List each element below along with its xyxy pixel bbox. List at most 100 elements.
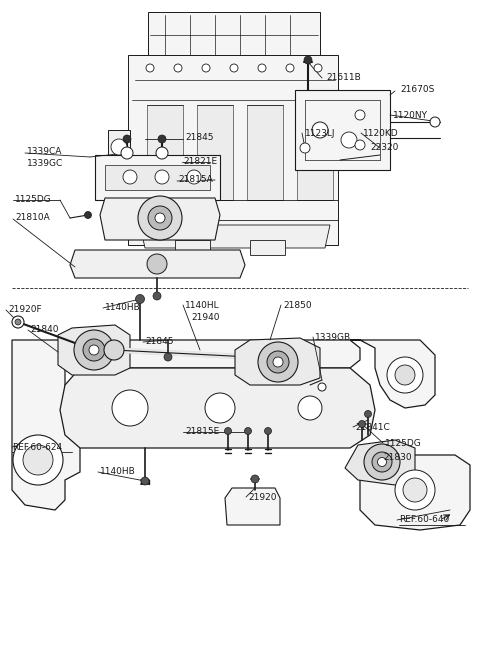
Text: 21841C: 21841C	[355, 422, 390, 432]
Circle shape	[300, 143, 310, 153]
Polygon shape	[350, 340, 435, 408]
Circle shape	[341, 132, 357, 148]
Circle shape	[123, 135, 131, 143]
Circle shape	[111, 139, 127, 155]
Polygon shape	[108, 130, 130, 165]
Text: 1339GC: 1339GC	[27, 159, 63, 167]
Text: 21830: 21830	[383, 453, 412, 462]
Circle shape	[430, 117, 440, 127]
Text: 1140HL: 1140HL	[185, 300, 220, 310]
Circle shape	[89, 345, 99, 355]
Text: 21920: 21920	[248, 493, 276, 501]
Circle shape	[205, 393, 235, 423]
Circle shape	[155, 170, 169, 184]
Circle shape	[258, 342, 298, 382]
Circle shape	[146, 64, 154, 72]
Polygon shape	[105, 165, 210, 190]
Polygon shape	[197, 105, 233, 200]
Text: 1125DG: 1125DG	[385, 438, 422, 447]
Circle shape	[273, 357, 283, 367]
Circle shape	[164, 353, 172, 361]
Text: 21810A: 21810A	[15, 213, 50, 222]
Polygon shape	[247, 105, 283, 200]
Circle shape	[121, 147, 133, 159]
Circle shape	[286, 64, 294, 72]
Polygon shape	[95, 155, 220, 200]
Polygon shape	[175, 240, 210, 255]
Polygon shape	[235, 338, 320, 385]
Circle shape	[174, 64, 182, 72]
Text: 21815E: 21815E	[185, 428, 219, 436]
Circle shape	[104, 340, 124, 360]
Circle shape	[123, 170, 137, 184]
Text: 1125DG: 1125DG	[15, 195, 52, 205]
Text: REF.60-624: REF.60-624	[12, 443, 62, 451]
Circle shape	[12, 316, 24, 328]
Circle shape	[141, 477, 149, 485]
Text: 21920F: 21920F	[8, 306, 42, 314]
Circle shape	[148, 206, 172, 230]
Circle shape	[187, 170, 201, 184]
Text: 21670S: 21670S	[400, 85, 434, 94]
Polygon shape	[100, 198, 220, 240]
Text: 1123LJ: 1123LJ	[305, 129, 336, 138]
Polygon shape	[295, 90, 390, 170]
Circle shape	[355, 140, 365, 150]
Circle shape	[244, 428, 252, 434]
Text: 21840: 21840	[30, 325, 59, 335]
Text: 21815A: 21815A	[178, 176, 213, 184]
Circle shape	[359, 420, 365, 428]
Text: 21845: 21845	[145, 337, 173, 346]
Circle shape	[153, 292, 161, 300]
Text: 22320: 22320	[370, 144, 398, 152]
Circle shape	[225, 428, 231, 434]
Polygon shape	[345, 440, 415, 485]
Circle shape	[298, 396, 322, 420]
Polygon shape	[360, 455, 470, 530]
Circle shape	[395, 470, 435, 510]
Text: 21611B: 21611B	[326, 73, 361, 83]
Polygon shape	[297, 105, 333, 200]
Circle shape	[84, 211, 92, 218]
Circle shape	[13, 435, 63, 485]
Text: 1120NY: 1120NY	[393, 110, 428, 119]
Circle shape	[355, 110, 365, 120]
Polygon shape	[60, 368, 375, 448]
Circle shape	[318, 383, 326, 391]
Circle shape	[372, 452, 392, 472]
Circle shape	[377, 457, 386, 466]
Circle shape	[155, 213, 165, 223]
Circle shape	[251, 475, 259, 483]
Text: 21850: 21850	[283, 300, 312, 310]
Circle shape	[156, 147, 168, 159]
Polygon shape	[128, 55, 338, 245]
Circle shape	[74, 330, 114, 370]
Circle shape	[23, 445, 53, 475]
Polygon shape	[147, 105, 183, 200]
Polygon shape	[338, 120, 360, 160]
Polygon shape	[70, 250, 245, 278]
Polygon shape	[70, 340, 360, 368]
Circle shape	[267, 351, 289, 373]
Circle shape	[83, 339, 105, 361]
Circle shape	[312, 122, 328, 138]
Polygon shape	[148, 12, 320, 60]
Circle shape	[260, 348, 280, 368]
Circle shape	[364, 444, 400, 480]
Polygon shape	[140, 225, 330, 248]
Text: 21821E: 21821E	[183, 157, 217, 167]
Text: 1339GB: 1339GB	[315, 333, 351, 342]
Text: 1120KD: 1120KD	[363, 129, 398, 138]
Text: 1339CA: 1339CA	[27, 148, 62, 157]
Circle shape	[403, 478, 427, 502]
Circle shape	[230, 64, 238, 72]
Text: 21845: 21845	[185, 134, 214, 142]
Polygon shape	[12, 340, 80, 510]
Circle shape	[15, 319, 21, 325]
Circle shape	[264, 428, 272, 434]
Text: 1140HB: 1140HB	[105, 304, 141, 312]
Circle shape	[258, 64, 266, 72]
Circle shape	[138, 196, 182, 240]
Circle shape	[158, 135, 166, 143]
Polygon shape	[58, 325, 130, 375]
